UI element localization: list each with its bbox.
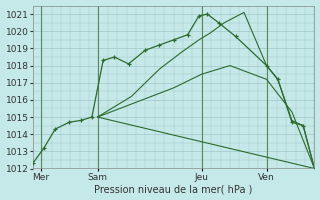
- X-axis label: Pression niveau de la mer( hPa ): Pression niveau de la mer( hPa ): [94, 184, 253, 194]
